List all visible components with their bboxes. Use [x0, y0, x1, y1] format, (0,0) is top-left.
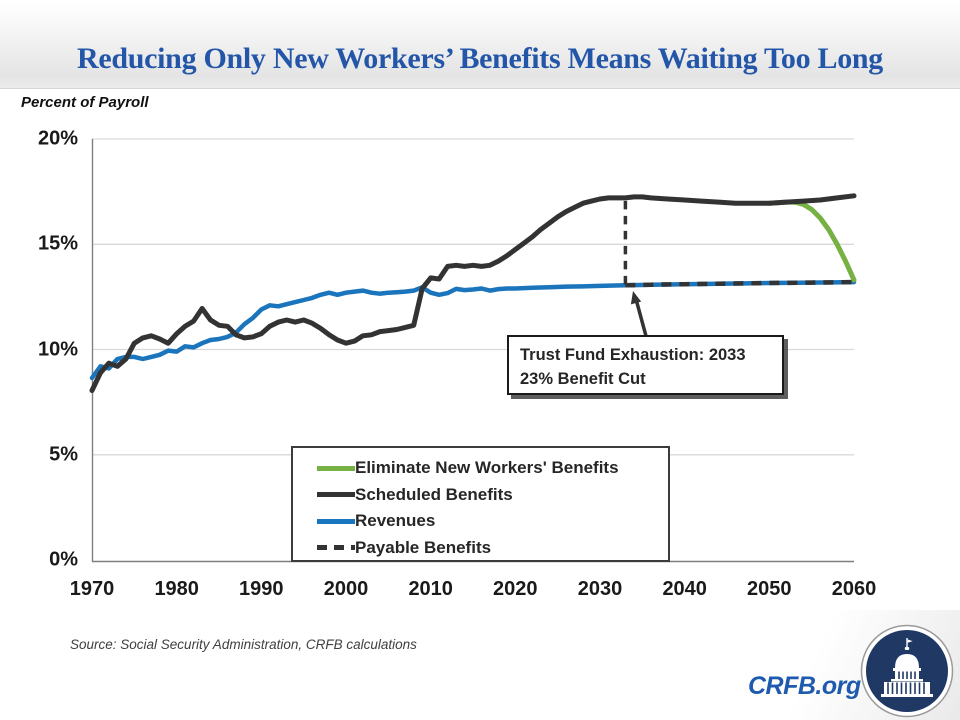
legend-item-scheduled-benefits: Scheduled Benefits — [317, 482, 668, 509]
x-tick-2040: 2040 — [662, 578, 707, 600]
callout-line-1: Trust Fund Exhaustion: 2033 — [520, 346, 746, 364]
x-tick-1970: 1970 — [69, 578, 115, 600]
crfb-org-text: CRFB.org — [748, 672, 861, 700]
y-tick-20%: 20% — [37, 127, 78, 150]
y-tick-10%: 10% — [37, 338, 78, 360]
x-tick-1980: 1980 — [154, 578, 199, 600]
y-tick-5%: 5% — [49, 443, 78, 466]
y-tick-0%: 0% — [49, 548, 78, 571]
capitol-dome-icon — [860, 624, 954, 718]
legend-label: Revenues — [355, 511, 436, 531]
legend-swatch — [317, 545, 355, 551]
chart-legend: Eliminate New Workers' Benefits Scheduled… — [291, 446, 670, 562]
x-tick-1990: 1990 — [239, 578, 284, 600]
source-note: Source: Social Security Administration, … — [70, 637, 417, 652]
x-tick-2050: 2050 — [747, 578, 792, 600]
legend-swatch — [317, 465, 355, 471]
legend-label: Scheduled Benefits — [355, 484, 513, 504]
legend-item-payable-benefits: Payable Benefits — [317, 535, 668, 562]
legend-item-revenues: Revenues — [317, 508, 668, 535]
trust-fund-exhaustion-callout: Trust Fund Exhaustion: 2033 23% Benefit … — [507, 335, 784, 395]
legend-swatch — [317, 518, 355, 524]
series-line-payable-benefits — [625, 279, 855, 288]
callout-arrow-shaft — [634, 300, 648, 337]
x-tick-2030: 2030 — [577, 578, 623, 600]
x-tick-2010: 2010 — [408, 578, 453, 600]
x-tick-2020: 2020 — [493, 578, 538, 600]
series-line-revenues — [89, 279, 857, 381]
title-band — [0, 0, 960, 89]
series-line-scheduled-benefits — [89, 193, 857, 393]
legend-swatch — [317, 492, 355, 498]
legend-label: Payable Benefits — [355, 537, 492, 557]
page-title: Reducing Only New Workers’ Benefits Mean… — [76, 42, 884, 75]
y-axis-title: Percent of Payroll — [21, 94, 149, 111]
legend-item-eliminate-new-workers-benefits: Eliminate New Workers' Benefits — [317, 455, 668, 482]
y-tick-15%: 15% — [37, 232, 78, 255]
x-tick-2000: 2000 — [323, 578, 369, 600]
callout-arrow-head — [630, 291, 642, 305]
series-line-eliminate-new-workers-benefits — [766, 199, 857, 283]
callout-line-2: 23% Benefit Cut — [520, 370, 646, 388]
legend-label: Eliminate New Workers' Benefits — [355, 458, 619, 478]
crfb-capitol-logo — [860, 624, 954, 718]
x-tick-2060: 2060 — [831, 578, 877, 600]
